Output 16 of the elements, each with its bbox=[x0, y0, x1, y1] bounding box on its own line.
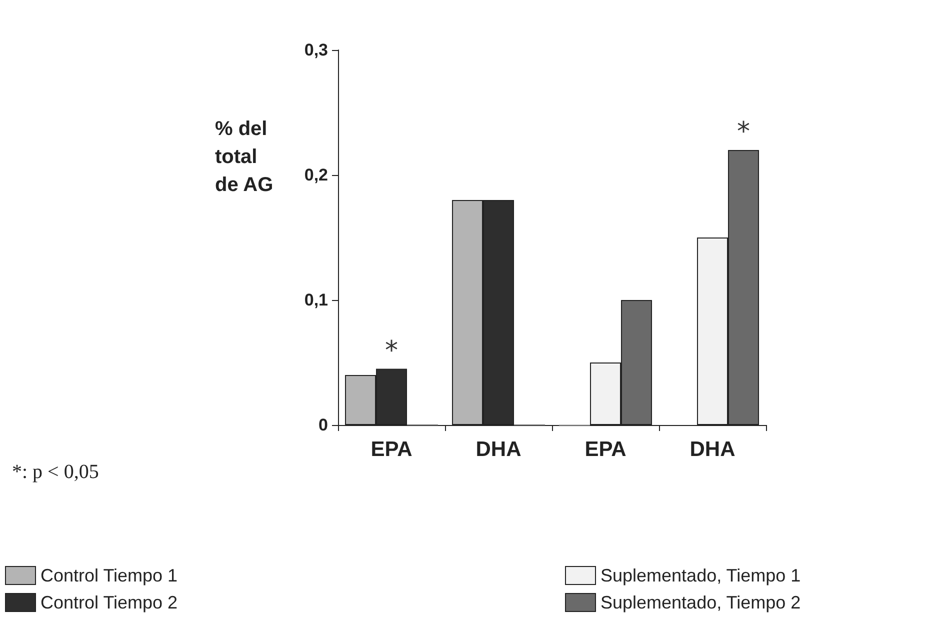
x-tick-label: DHA bbox=[690, 438, 736, 461]
data-label: * bbox=[385, 336, 398, 366]
text: *: p < 0,05 bbox=[12, 461, 99, 483]
legend-label: Control Tiempo 2 bbox=[40, 592, 178, 612]
y-tick-label: 0 bbox=[318, 416, 328, 434]
y-tick-label: 0,2 bbox=[304, 166, 328, 184]
x-tick-label: DHA bbox=[476, 438, 522, 461]
y-tick-label: 0,1 bbox=[304, 290, 328, 310]
legend-label: Suplementado, Tiempo 1 bbox=[600, 566, 801, 586]
legend-label: Control Tiempo 1 bbox=[40, 566, 178, 586]
data-label: * bbox=[737, 117, 750, 147]
x-tick-label: EPA bbox=[584, 438, 626, 461]
y-axis-title: % del total de AG bbox=[215, 118, 274, 196]
y-tick-label: 0,3 bbox=[304, 40, 328, 60]
x-tick-label: EPA bbox=[370, 438, 412, 461]
legend-label: Suplementado, Tiempo 2 bbox=[600, 592, 801, 612]
